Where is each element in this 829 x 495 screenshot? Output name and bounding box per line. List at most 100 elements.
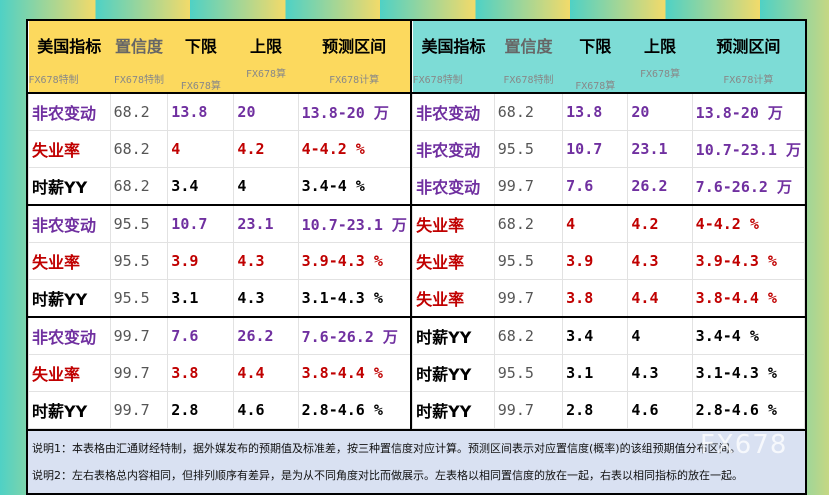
table-row: 失业率 95.5 3.9 4.3 3.9-4.3 % <box>28 242 412 280</box>
confidence-cell: 99.7 <box>109 391 169 429</box>
header-title: 上限 <box>250 37 283 56</box>
indicator-cell: 时薪YY <box>412 316 495 355</box>
table-row: 失业率 68.2 4 4.2 4-4.2 % <box>28 130 412 168</box>
indicator-cell: 非农变动 <box>28 316 111 355</box>
confidence-cell: 99.7 <box>493 391 564 429</box>
header-indicator: 美国指标 FX678特制 <box>413 21 495 93</box>
confidence-cell: 68.2 <box>493 92 564 131</box>
range-cell: 4-4.2 % <box>691 204 806 243</box>
upper-cell: 26.2 <box>233 316 299 355</box>
lower-cell: 3.9 <box>562 242 629 280</box>
lower-cell: 10.7 <box>167 204 235 243</box>
table-row: 非农变动 99.7 7.6 26.2 7.6-26.2 万 <box>28 316 412 355</box>
upper-cell: 20 <box>233 92 299 131</box>
range-cell: 7.6-26.2 万 <box>691 167 806 206</box>
header-subtitle: FX678特制 <box>412 75 463 86</box>
table-row: 时薪YY 95.5 3.1 4.3 3.1-4.3 % <box>28 279 412 318</box>
table-row: 失业率 99.7 3.8 4.4 3.8-4.4 % <box>412 279 806 318</box>
range-cell: 10.7-23.1 万 <box>297 204 412 243</box>
lower-cell: 3.4 <box>167 167 235 206</box>
upper-cell: 4.4 <box>627 279 693 318</box>
indicator-cell: 非农变动 <box>28 92 111 131</box>
lower-cell: 13.8 <box>167 92 235 131</box>
confidence-cell: 99.7 <box>109 354 169 392</box>
range-cell: 3.8-4.4 % <box>691 279 806 318</box>
upper-cell: 4.3 <box>627 242 693 280</box>
header-title: 置信度 <box>114 37 163 56</box>
indicator-cell: 时薪YY <box>412 354 495 392</box>
confidence-cell: 68.2 <box>493 316 564 355</box>
header-lower: 下限 FX678算 <box>563 21 628 93</box>
range-cell: 10.7-23.1 万 <box>691 130 806 168</box>
upper-cell: 4 <box>627 316 693 355</box>
lower-cell: 7.6 <box>562 167 629 206</box>
upper-cell: 4.3 <box>233 279 299 318</box>
confidence-cell: 95.5 <box>109 279 169 318</box>
header-confidence: 置信度 FX678特制 <box>494 21 562 93</box>
indicator-cell: 失业率 <box>412 204 495 243</box>
table-row: 非农变动 68.2 13.8 20 13.8-20 万 <box>412 92 806 131</box>
lower-cell: 3.8 <box>167 354 235 392</box>
upper-cell: 4.6 <box>233 391 299 429</box>
lower-cell: 4 <box>167 130 235 168</box>
confidence-cell: 68.2 <box>109 92 169 131</box>
upper-cell: 23.1 <box>233 204 299 243</box>
header-subtitle: FX678计算 <box>723 75 774 86</box>
header-range: 预测区间 FX678计算 <box>692 21 804 93</box>
upper-cell: 4.2 <box>627 204 693 243</box>
upper-cell: 4.2 <box>233 130 299 168</box>
upper-cell: 4.3 <box>233 242 299 280</box>
indicator-cell: 非农变动 <box>412 130 495 168</box>
confidence-cell: 99.7 <box>109 316 169 355</box>
confidence-cell: 95.5 <box>493 130 564 168</box>
range-cell: 3.9-4.3 % <box>297 242 412 280</box>
header-subtitle: FX678特制 <box>503 75 554 86</box>
header-title: 置信度 <box>504 37 553 56</box>
indicator-cell: 失业率 <box>28 130 111 168</box>
range-cell: 3.4-4 % <box>691 316 806 355</box>
range-cell: 3.1-4.3 % <box>691 354 806 392</box>
lower-cell: 3.1 <box>167 279 235 318</box>
confidence-cell: 95.5 <box>493 242 564 280</box>
header-title: 预测区间 <box>716 37 781 56</box>
indicator-cell: 失业率 <box>28 354 111 392</box>
header-title: 下限 <box>184 37 217 56</box>
table-row: 失业率 99.7 3.8 4.4 3.8-4.4 % <box>28 354 412 392</box>
header-subtitle: FX678算 <box>245 69 287 80</box>
range-cell: 3.8-4.4 % <box>297 354 412 392</box>
confidence-cell: 68.2 <box>109 130 169 168</box>
lower-cell: 3.1 <box>562 354 629 392</box>
table-row: 非农变动 95.5 10.7 23.1 10.7-23.1 万 <box>28 204 412 243</box>
upper-cell: 20 <box>627 92 693 131</box>
header-title: 上限 <box>644 37 677 56</box>
upper-cell: 4.6 <box>627 391 693 429</box>
confidence-cell: 95.5 <box>109 242 169 280</box>
range-cell: 3.9-4.3 % <box>691 242 806 280</box>
indicator-cell: 时薪YY <box>412 391 495 429</box>
range-cell: 13.8-20 万 <box>691 92 806 131</box>
upper-cell: 26.2 <box>627 167 693 206</box>
table-row: 失业率 68.2 4 4.2 4-4.2 % <box>412 204 806 243</box>
indicator-cell: 时薪YY <box>28 279 111 318</box>
confidence-cell: 99.7 <box>493 279 564 318</box>
indicator-cell: 非农变动 <box>28 204 111 243</box>
range-cell: 3.1-4.3 % <box>297 279 412 318</box>
header-subtitle: FX678计算 <box>329 75 380 86</box>
note-2: 说明2：左右表格总内容相同，但排列顺序有差异，是为从不同角度对比而做展示。左表格… <box>32 469 743 482</box>
indicator-cell: 失业率 <box>412 279 495 318</box>
watermark: FX678 <box>700 430 788 460</box>
lower-cell: 3.8 <box>562 279 629 318</box>
header-title: 美国指标 <box>37 37 102 56</box>
range-cell: 3.4-4 % <box>297 167 412 206</box>
table-row: 非农变动 95.5 10.7 23.1 10.7-23.1 万 <box>412 130 806 168</box>
confidence-cell: 95.5 <box>493 354 564 392</box>
header-upper: 上限 FX678算 <box>234 21 298 93</box>
confidence-cell: 99.7 <box>493 167 564 206</box>
header-title: 预测区间 <box>322 37 387 56</box>
header-subtitle: FX678特制 <box>28 75 79 86</box>
header-title: 下限 <box>579 37 612 56</box>
range-cell: 2.8-4.6 % <box>691 391 806 429</box>
note-1: 说明1：本表格由汇通财经特制，据外媒发布的预期值及标准差，按三种置信度对应计算。… <box>32 442 741 455</box>
indicator-cell: 失业率 <box>412 242 495 280</box>
forecast-tables: 美国指标 FX678特制 置信度 FX678特制 下限 FX678算 上限 FX678算 预测区… <box>26 19 807 495</box>
